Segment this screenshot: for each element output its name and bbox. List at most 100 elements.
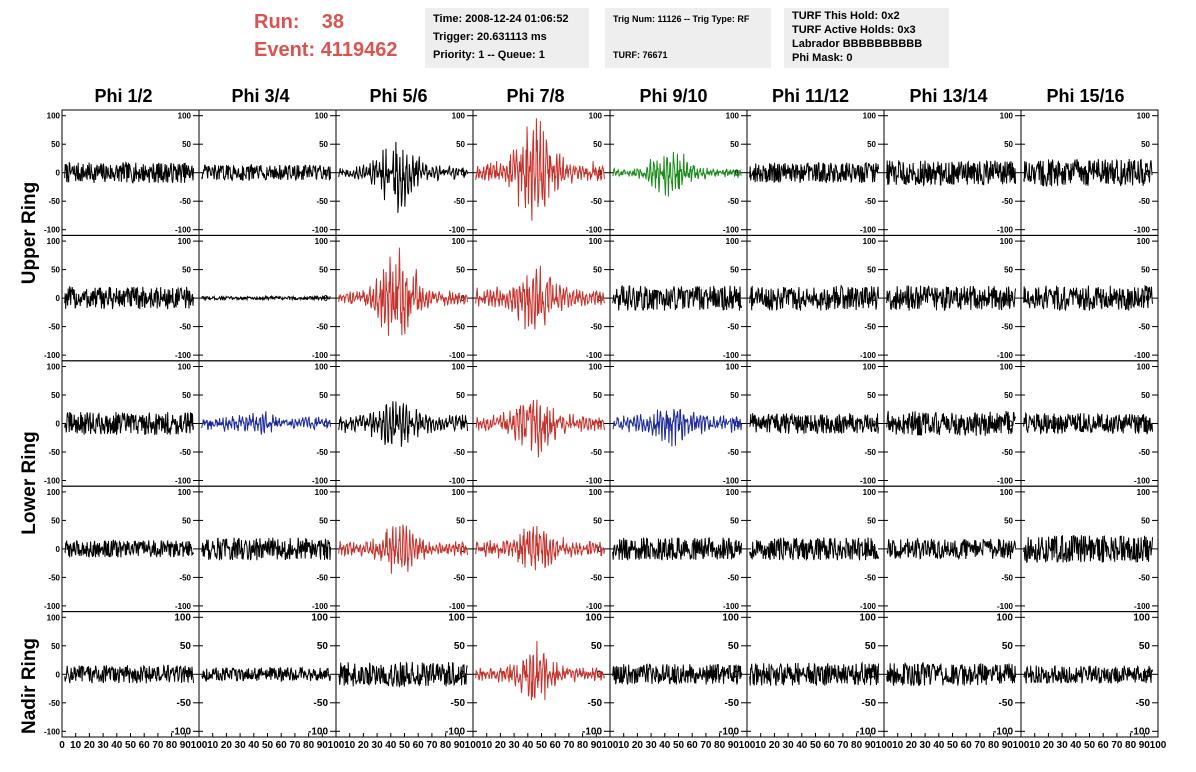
y-tick-label: -100 [1134, 351, 1151, 360]
y-tick-label-left: 50 [51, 516, 60, 525]
y-tick-label: -100 [582, 726, 602, 737]
panel-frame [472, 360, 611, 487]
y-tick-label-left: 50 [51, 266, 60, 275]
y-tick-label: -100 [449, 226, 466, 235]
y-tick-label: 50 [456, 391, 465, 400]
x-tick-label: 90 [454, 740, 466, 751]
y-tick-label: 50 [454, 641, 466, 652]
y-tick-label: -100 [175, 602, 192, 611]
column-header-phi-7-8: Phi 7/8 [506, 86, 565, 106]
x-tick-label: 0 [59, 740, 65, 751]
x-tick-label: 90 [728, 740, 740, 751]
y-tick-label: -100 [1134, 226, 1151, 235]
y-tick-label: 50 [182, 266, 191, 275]
y-tick-label: 100 [315, 112, 329, 121]
y-tick-label: -50 [453, 573, 465, 582]
y-tick-label: 50 [1002, 641, 1014, 652]
x-tick-label: 70 [289, 740, 301, 751]
y-tick-label: 50 [1004, 516, 1013, 525]
y-tick-label-left: 0 [56, 169, 61, 178]
y-tick-label-left: -100 [44, 351, 61, 360]
x-tick-label: 10 [70, 740, 82, 751]
waveform-trace [1023, 665, 1153, 684]
x-tick-label: 30 [509, 740, 521, 751]
x-tick-label: 50 [536, 740, 548, 751]
y-tick-label: -50 [179, 197, 191, 206]
y-tick-label: -50 [727, 197, 739, 206]
priority-line: Priority: 1 -- Queue: 1 [433, 49, 545, 61]
y-tick-label: 100 [1137, 488, 1151, 497]
y-tick-label-left: 100 [47, 488, 61, 497]
y-tick-label: 50 [1141, 516, 1150, 525]
y-tick-label: 100 [448, 612, 465, 623]
y-tick-label: 50 [867, 516, 876, 525]
waveform-trace [201, 294, 331, 302]
run-row: Run: 38 [254, 8, 397, 36]
x-tick-label: 70 [152, 740, 164, 751]
x-tick-label: 30 [783, 740, 795, 751]
y-tick-label: 100 [726, 363, 740, 372]
column-header-phi-11-12: Phi 11/12 [771, 86, 850, 106]
event-row: Event: 4119462 [254, 36, 397, 64]
y-tick-label: 100 [859, 612, 876, 623]
y-tick-label: 0 [324, 294, 329, 303]
y-tick-label: 50 [867, 266, 876, 275]
x-tick-label: 100 [739, 740, 756, 751]
waveform-trace [886, 661, 1016, 686]
y-tick-label: 100 [589, 112, 603, 121]
y-tick-label-left: -50 [48, 448, 60, 457]
y-tick-label: 100 [863, 112, 877, 121]
trigger-line: Trigger: 20.631113 ms [433, 31, 547, 43]
y-tick-label: -50 [179, 573, 191, 582]
y-tick-label: -50 [316, 448, 328, 457]
x-tick-label: 40 [659, 740, 671, 751]
y-tick-label: 100 [726, 112, 740, 121]
y-tick-label: 50 [1141, 391, 1150, 400]
y-tick-label: 100 [863, 237, 877, 246]
y-tick-label: 100 [178, 237, 192, 246]
x-tick-label: 90 [1139, 740, 1151, 751]
y-tick-label: -50 [451, 698, 466, 709]
column-header-phi-9-10: Phi 9/10 [639, 86, 708, 106]
y-tick-label: 50 [182, 516, 191, 525]
labrador-line: Labrador BBBBBBBBBB [792, 38, 923, 50]
trigger-info-panel: Trig Num: 11126 -- Trig Type: RF TURF: 7… [605, 8, 771, 68]
y-tick-label: 0 [1009, 420, 1014, 429]
y-tick-label: 100 [174, 612, 191, 623]
phi-mask-line: Phi Mask: 0 [792, 52, 853, 64]
y-tick-label-left: -100 [44, 477, 61, 486]
y-tick-label: -50 [1001, 323, 1013, 332]
y-tick-label-left: -50 [48, 699, 60, 708]
waveform-trace [475, 265, 605, 330]
waveform-trace [64, 539, 194, 558]
y-tick-label: 100 [863, 488, 877, 497]
waveform-trace [338, 661, 468, 688]
x-tick-label: 100 [602, 740, 619, 751]
y-tick-label: 50 [730, 140, 739, 149]
y-tick-label: -100 [586, 351, 603, 360]
y-tick-label: 50 [730, 516, 739, 525]
event-value: 4119462 [320, 39, 398, 61]
x-tick-label: 60 [824, 740, 836, 751]
y-tick-label: -100 [1130, 726, 1150, 737]
y-tick-label: 50 [593, 266, 602, 275]
y-tick-label: 100 [1000, 112, 1014, 121]
y-tick-label: -100 [723, 226, 740, 235]
y-tick-label: 100 [1137, 112, 1151, 121]
y-tick-label: 50 [591, 641, 603, 652]
x-tick-label: 50 [947, 740, 959, 751]
y-tick-label: -100 [723, 477, 740, 486]
y-tick-label: -100 [860, 226, 877, 235]
y-tick-label: -100 [586, 226, 603, 235]
